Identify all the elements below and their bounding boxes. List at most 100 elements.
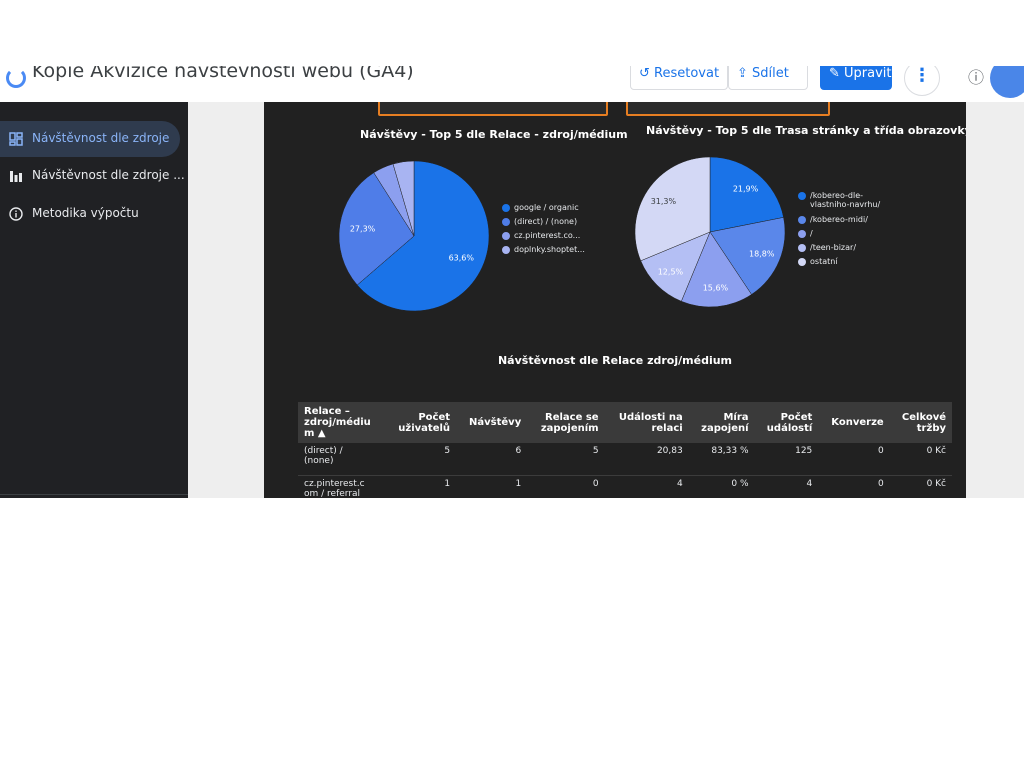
report-page: ⋮ Návštěvy - Top 5 dle Relace - zdroj/mé… <box>264 102 966 498</box>
legend-swatch <box>502 231 510 240</box>
sidebar-item-label: Metodika výpočtu <box>32 206 139 220</box>
table-title: Návštěvnost dle Relace zdroj/médium <box>497 354 733 367</box>
filter-control-source[interactable] <box>378 102 608 116</box>
table-row[interactable]: (direct) / (none) 5 6 5 20,83 83,33 % 125 0 0 Kč <box>298 443 952 476</box>
info-icon[interactable]: ⓘ <box>968 68 985 87</box>
edit-pencil-icon: ✎ <box>829 66 845 81</box>
pie-slice[interactable] <box>634 156 711 262</box>
table-column-header[interactable]: Události na relaci <box>604 402 689 443</box>
sidebar-item-label: Návštěvnost dle zdroje ... <box>32 168 185 182</box>
avatar[interactable] <box>990 66 1024 98</box>
share-button[interactable]: ⇪ Sdílet <box>728 66 808 90</box>
legend-item[interactable]: /kobereo-midi/ <box>798 215 868 224</box>
pie-data-label: 63,6% <box>449 254 475 263</box>
pie-slice[interactable] <box>338 172 415 286</box>
legend-swatch <box>798 257 806 266</box>
pie-slice[interactable] <box>392 160 415 237</box>
column-header-label: Události na <box>618 411 683 423</box>
legend-label: / <box>810 229 813 238</box>
legend-item[interactable]: / <box>798 229 813 238</box>
table-column-header[interactable]: Celkové tržby <box>889 402 952 443</box>
table-row[interactable]: cz.pinterest.c om / referral 1 1 0 4 0 % 4 0 0 Kč <box>298 475 952 498</box>
table-cell: 6 <box>456 443 528 476</box>
column-header-label: Počet <box>780 411 813 423</box>
info-icon <box>9 207 23 221</box>
table-cell: 83,33 % <box>688 443 755 476</box>
legend-label: ostatní <box>810 257 838 266</box>
edit-button[interactable]: ✎ Upravit <box>820 66 892 90</box>
table-cell: 4 <box>754 475 819 498</box>
pie-data-label: 12,5% <box>658 268 684 277</box>
report-title[interactable]: Kopie Akvizice návštěvnosti webu (GA4) <box>32 66 414 82</box>
sidebar-item-metodika-vypoctu[interactable]: Metodika výpočtu <box>0 196 180 232</box>
column-header-label: Relace – <box>304 406 350 417</box>
legend-swatch <box>798 243 806 252</box>
column-header-label: zapojení <box>701 422 749 434</box>
legend-swatch <box>502 217 510 226</box>
sidebar <box>0 102 188 498</box>
reset-icon: ↺ <box>639 66 655 81</box>
pie-slice[interactable] <box>709 156 784 233</box>
table-column-header[interactable]: Relace se zapojením <box>527 402 605 443</box>
pie-chart-sources[interactable]: 63,6% 27,3% <box>324 146 504 326</box>
table-column-header[interactable]: Míra zapojení <box>688 402 755 443</box>
column-header-label: Konverze <box>831 417 884 428</box>
column-header-label: Celkové <box>901 411 946 423</box>
pie-slice[interactable] <box>709 217 786 295</box>
table-cell: 0 <box>818 443 890 476</box>
legend-item[interactable]: /teen-bizar/ <box>798 243 856 252</box>
column-header-label: Relace se <box>545 411 599 423</box>
table-cell: cz.pinterest.c om / referral <box>298 475 386 498</box>
table-cell: 0 <box>818 475 890 498</box>
looker-studio-logo-icon[interactable] <box>6 68 26 88</box>
legend-item[interactable]: (direct) / (none) <box>502 217 577 226</box>
table-column-header[interactable]: Počet uživatelů <box>385 402 457 443</box>
share-icon: ⇪ <box>737 66 753 81</box>
bar-chart-icon <box>10 171 22 182</box>
column-header-label: Návštěvy <box>469 417 522 428</box>
pie-slice[interactable] <box>640 231 711 302</box>
sidebar-item-label: Návštěvnost dle zdroje <box>32 131 170 145</box>
more-vert-icon[interactable]: ⋮ <box>904 66 940 96</box>
legend-label: /kobereo-midi/ <box>810 215 868 224</box>
column-header-label: Počet <box>418 411 451 423</box>
table-column-header[interactable]: Počet událostí <box>754 402 819 443</box>
reset-button[interactable]: ↺ Resetovat <box>630 66 729 90</box>
legend-label: doplnky.shoptet... <box>514 245 585 254</box>
pie-data-label: 27,3% <box>350 224 376 233</box>
legend-item[interactable]: /kobereo-dle-vlastniho-navrhu/ <box>798 191 880 209</box>
table-column-header[interactable]: Konverze <box>818 402 890 443</box>
table-cell: 0 Kč <box>889 443 952 476</box>
column-header-label: uživatelů <box>398 422 451 434</box>
pie-slice[interactable] <box>356 160 490 312</box>
column-header-label: tržby <box>916 422 946 434</box>
table-cell: 0 % <box>688 475 755 498</box>
table-cell: (direct) / (none) <box>298 443 386 476</box>
reset-label: Resetovat <box>654 66 720 81</box>
pie-slice[interactable] <box>680 231 752 308</box>
legend-swatch <box>502 245 510 254</box>
table-cell: 1 <box>456 475 528 498</box>
legend-item[interactable]: doplnky.shoptet... <box>502 245 585 254</box>
table-cell: 0 Kč <box>889 475 952 498</box>
legend-label: vlastniho-navrhu/ <box>810 200 881 209</box>
sidebar-item-navstevnost-dle-zdroje-2[interactable]: Návštěvnost dle zdroje ... <box>0 158 185 194</box>
pie-chart-pages[interactable]: 21,9% 18,8% 15,6% 12,5% 31,3% <box>620 142 800 322</box>
table-cell: 1 <box>385 475 457 498</box>
dashboard-icon <box>9 132 23 146</box>
table-column-header[interactable]: Relace – zdroj/médiu m ▲ <box>298 402 386 443</box>
legend-label: /teen-bizar/ <box>810 243 857 252</box>
filter-more-icon[interactable]: ⋮ <box>878 102 887 106</box>
filter-control-page[interactable] <box>626 102 830 116</box>
legend-item[interactable]: cz.pinterest.co... <box>502 231 580 240</box>
legend-swatch <box>798 191 806 200</box>
legend-item[interactable]: google / organic <box>502 203 579 212</box>
sidebar-item-navstevnost-dle-zdroje[interactable]: Návštěvnost dle zdroje <box>0 121 180 157</box>
table-header-row: Relace – zdroj/médiu m ▲ Počet uživatelů Návš… <box>298 402 952 443</box>
table-cell: 20,83 <box>604 443 689 476</box>
legend-item[interactable]: ostatní <box>798 257 838 266</box>
legend-label: (direct) / (none) <box>514 217 578 226</box>
legend-label: /kobereo-dle- <box>810 191 864 200</box>
pie-data-label: 21,9% <box>733 185 759 194</box>
table-column-header[interactable]: Návštěvy <box>456 402 528 443</box>
